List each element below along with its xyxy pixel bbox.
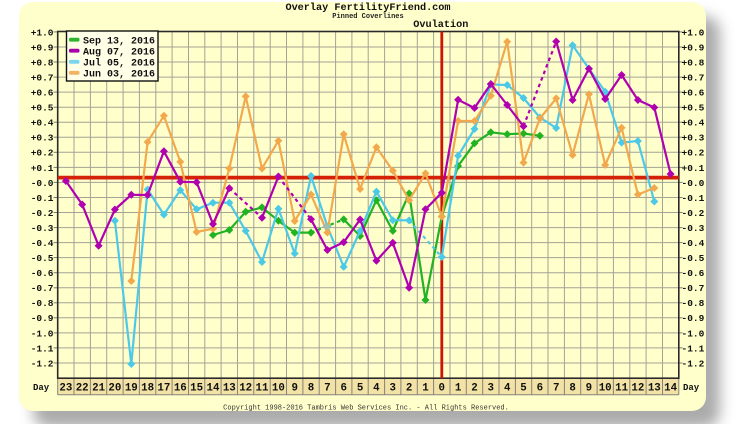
svg-text:3: 3 [390, 383, 396, 395]
svg-text:+0.9: +0.9 [682, 42, 705, 53]
svg-text:+0.6: +0.6 [31, 88, 54, 99]
svg-text:+0.8: +0.8 [31, 57, 54, 68]
svg-text:9: 9 [586, 383, 592, 395]
svg-text:-1.2: -1.2 [31, 358, 54, 369]
svg-text:6: 6 [340, 383, 346, 395]
svg-text:-0.8: -0.8 [682, 298, 705, 309]
svg-text:7: 7 [553, 383, 559, 395]
svg-text:1: 1 [422, 383, 429, 395]
svg-text:8: 8 [308, 383, 314, 395]
svg-text:+0.1: +0.1 [682, 163, 705, 174]
svg-text:11: 11 [615, 383, 628, 395]
svg-text:3: 3 [488, 383, 494, 395]
svg-text:Jun 03, 2016: Jun 03, 2016 [83, 69, 155, 80]
svg-text:10: 10 [272, 383, 285, 395]
svg-text:+0.3: +0.3 [31, 133, 54, 144]
svg-text:5: 5 [357, 383, 363, 395]
svg-text:Copyright 1998-2016 Tambris We: Copyright 1998-2016 Tambris Web Services… [223, 405, 509, 413]
svg-text:-0.2: -0.2 [682, 208, 705, 219]
svg-text:5: 5 [520, 383, 526, 395]
svg-text:Day: Day [683, 383, 700, 393]
svg-text:+0.2: +0.2 [682, 148, 705, 159]
svg-text:-0.1: -0.1 [682, 193, 705, 204]
svg-text:-0.5: -0.5 [682, 253, 705, 264]
svg-text:2: 2 [471, 383, 477, 395]
svg-text:-0.2: -0.2 [31, 208, 54, 219]
svg-text:+0.3: +0.3 [682, 133, 705, 144]
svg-text:-0.1: -0.1 [31, 193, 54, 204]
svg-text:6: 6 [537, 383, 543, 395]
svg-text:+0.5: +0.5 [682, 103, 705, 114]
svg-text:+1.0: +1.0 [31, 27, 54, 38]
svg-text:+0.4: +0.4 [682, 118, 705, 129]
svg-text:-0.3: -0.3 [682, 223, 705, 234]
svg-text:-1.1: -1.1 [682, 343, 705, 354]
svg-text:14: 14 [207, 383, 220, 395]
svg-text:7: 7 [324, 383, 330, 395]
svg-text:2: 2 [406, 383, 412, 395]
svg-text:+0.1: +0.1 [31, 163, 54, 174]
svg-text:-0.0: -0.0 [682, 178, 705, 189]
svg-text:21: 21 [92, 383, 105, 395]
svg-text:Sep 13, 2016: Sep 13, 2016 [83, 36, 155, 47]
svg-text:Day: Day [33, 383, 50, 393]
svg-text:-0.7: -0.7 [31, 283, 54, 294]
svg-text:15: 15 [190, 383, 203, 395]
svg-text:+0.2: +0.2 [31, 148, 54, 159]
svg-text:+0.5: +0.5 [31, 103, 54, 114]
svg-text:+0.7: +0.7 [682, 73, 705, 84]
svg-text:16: 16 [174, 383, 187, 395]
svg-text:-0.8: -0.8 [31, 298, 54, 309]
svg-text:-0.9: -0.9 [31, 313, 54, 324]
svg-text:+1.0: +1.0 [682, 27, 705, 38]
svg-text:-1.0: -1.0 [31, 328, 54, 339]
svg-text:Jul 05, 2016: Jul 05, 2016 [83, 57, 155, 69]
svg-text:-1.0: -1.0 [682, 328, 705, 339]
svg-text:12: 12 [631, 383, 644, 395]
svg-text:20: 20 [108, 383, 121, 395]
svg-text:0: 0 [439, 383, 445, 395]
svg-text:13: 13 [223, 383, 236, 395]
svg-text:13: 13 [648, 383, 661, 395]
svg-text:12: 12 [239, 383, 252, 395]
svg-text:Ovulation: Ovulation [413, 19, 468, 31]
svg-text:Overlay FertilityFriend.com: Overlay FertilityFriend.com [285, 2, 450, 14]
svg-text:14: 14 [664, 383, 677, 395]
svg-text:22: 22 [76, 383, 89, 395]
svg-text:-0.7: -0.7 [682, 283, 705, 294]
svg-text:4: 4 [373, 383, 380, 395]
svg-text:-0.6: -0.6 [682, 268, 705, 279]
svg-text:10: 10 [599, 383, 612, 395]
svg-text:Pinned Coverlines: Pinned Coverlines [332, 13, 403, 21]
svg-text:+0.7: +0.7 [31, 73, 54, 84]
svg-text:-0.4: -0.4 [682, 238, 705, 249]
svg-text:+0.9: +0.9 [31, 42, 54, 53]
svg-text:-0.5: -0.5 [31, 253, 54, 264]
svg-text:-0.6: -0.6 [31, 268, 54, 279]
svg-text:11: 11 [256, 383, 269, 395]
svg-text:-0.9: -0.9 [682, 313, 705, 324]
svg-text:8: 8 [569, 383, 575, 395]
svg-text:18: 18 [141, 383, 154, 395]
svg-text:Aug 07, 2016: Aug 07, 2016 [83, 47, 155, 58]
svg-text:19: 19 [125, 383, 138, 395]
svg-text:+0.8: +0.8 [682, 57, 705, 68]
svg-text:-0.0: -0.0 [31, 178, 54, 189]
svg-text:+0.6: +0.6 [682, 88, 705, 99]
svg-text:-1.2: -1.2 [682, 358, 705, 369]
svg-text:4: 4 [504, 383, 511, 395]
svg-text:-0.3: -0.3 [31, 223, 54, 234]
svg-text:-1.1: -1.1 [31, 343, 54, 354]
svg-text:23: 23 [59, 383, 72, 395]
svg-text:1: 1 [455, 383, 462, 395]
svg-text:-0.4: -0.4 [31, 238, 54, 249]
svg-text:17: 17 [157, 383, 170, 395]
svg-text:+0.4: +0.4 [31, 118, 54, 129]
svg-text:9: 9 [291, 383, 297, 395]
